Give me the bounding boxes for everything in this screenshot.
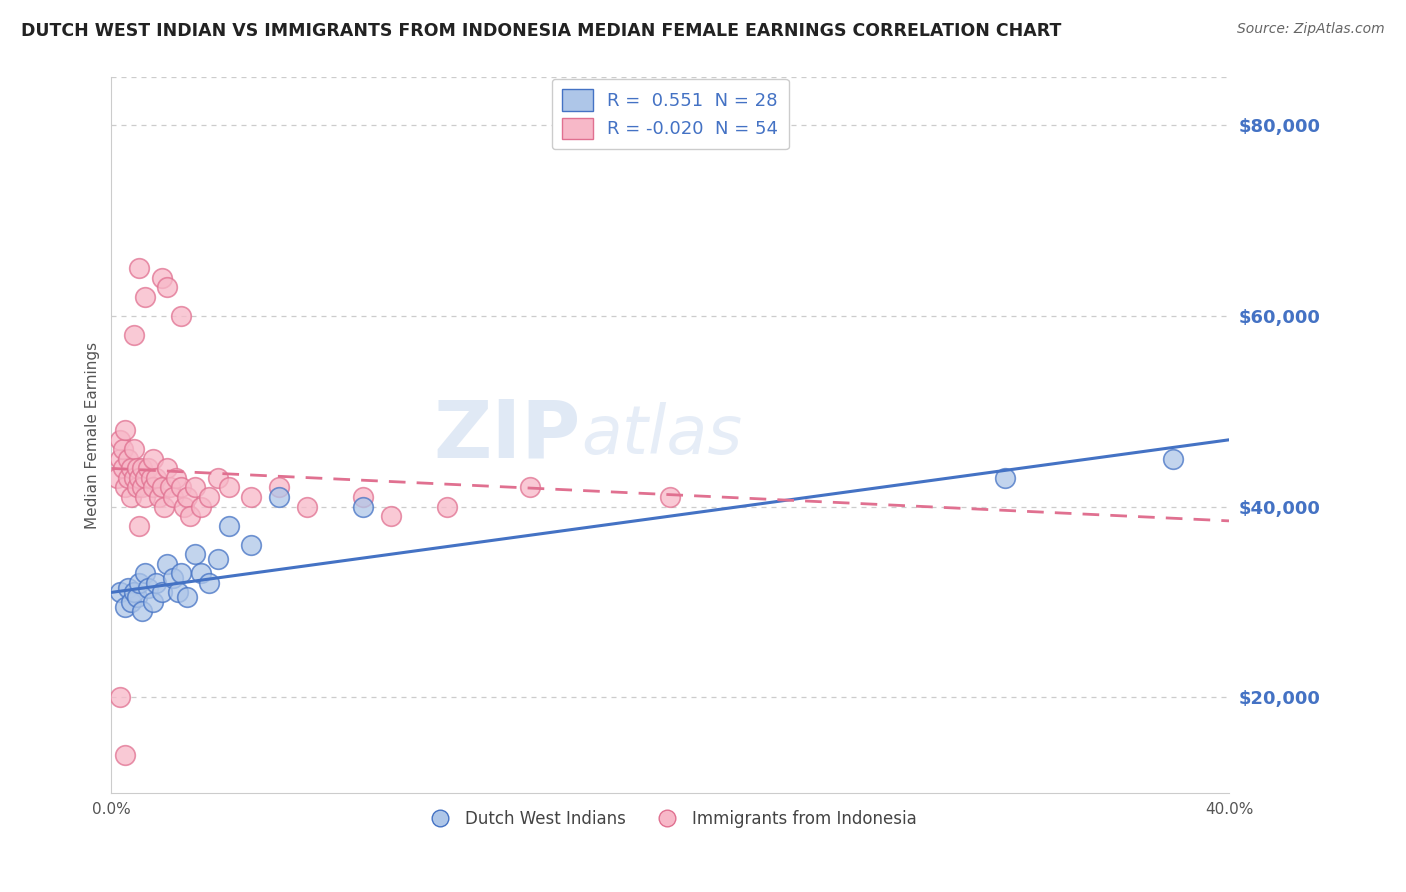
Point bbox=[145, 575, 167, 590]
Point bbox=[179, 509, 201, 524]
Point bbox=[134, 290, 156, 304]
Point bbox=[198, 490, 221, 504]
Point bbox=[240, 538, 263, 552]
Point bbox=[120, 461, 142, 475]
Point bbox=[173, 500, 195, 514]
Point bbox=[207, 552, 229, 566]
Point bbox=[176, 590, 198, 604]
Point bbox=[134, 490, 156, 504]
Point bbox=[120, 490, 142, 504]
Point bbox=[122, 327, 145, 342]
Point bbox=[142, 451, 165, 466]
Point bbox=[131, 605, 153, 619]
Point bbox=[120, 595, 142, 609]
Point bbox=[170, 566, 193, 581]
Point bbox=[218, 518, 240, 533]
Point bbox=[352, 500, 374, 514]
Point bbox=[150, 481, 173, 495]
Point bbox=[159, 481, 181, 495]
Point bbox=[125, 590, 148, 604]
Point bbox=[519, 481, 541, 495]
Point bbox=[122, 585, 145, 599]
Point bbox=[105, 471, 128, 485]
Point bbox=[117, 451, 139, 466]
Point bbox=[198, 575, 221, 590]
Point bbox=[156, 557, 179, 571]
Point bbox=[436, 500, 458, 514]
Point bbox=[153, 500, 176, 514]
Point bbox=[136, 581, 159, 595]
Text: ZIP: ZIP bbox=[433, 396, 581, 474]
Point bbox=[267, 481, 290, 495]
Point bbox=[295, 500, 318, 514]
Point bbox=[162, 490, 184, 504]
Point bbox=[114, 747, 136, 762]
Point bbox=[267, 490, 290, 504]
Point bbox=[108, 690, 131, 705]
Point bbox=[150, 585, 173, 599]
Text: DUTCH WEST INDIAN VS IMMIGRANTS FROM INDONESIA MEDIAN FEMALE EARNINGS CORRELATIO: DUTCH WEST INDIAN VS IMMIGRANTS FROM IND… bbox=[21, 22, 1062, 40]
Point bbox=[156, 280, 179, 294]
Point bbox=[131, 481, 153, 495]
Point bbox=[170, 309, 193, 323]
Point bbox=[167, 585, 190, 599]
Y-axis label: Median Female Earnings: Median Female Earnings bbox=[86, 342, 100, 529]
Point bbox=[184, 547, 207, 561]
Point bbox=[150, 270, 173, 285]
Point bbox=[114, 423, 136, 437]
Point bbox=[128, 261, 150, 276]
Point bbox=[134, 471, 156, 485]
Point bbox=[125, 481, 148, 495]
Point bbox=[139, 471, 162, 485]
Point bbox=[108, 451, 131, 466]
Point bbox=[128, 518, 150, 533]
Point bbox=[352, 490, 374, 504]
Point bbox=[659, 490, 682, 504]
Point bbox=[136, 461, 159, 475]
Point bbox=[190, 566, 212, 581]
Point bbox=[128, 575, 150, 590]
Point bbox=[148, 490, 170, 504]
Point bbox=[240, 490, 263, 504]
Point bbox=[122, 471, 145, 485]
Point bbox=[1161, 451, 1184, 466]
Point bbox=[142, 481, 165, 495]
Point bbox=[111, 442, 134, 457]
Legend: Dutch West Indians, Immigrants from Indonesia: Dutch West Indians, Immigrants from Indo… bbox=[416, 803, 924, 834]
Point bbox=[125, 461, 148, 475]
Point bbox=[170, 481, 193, 495]
Point bbox=[131, 461, 153, 475]
Point bbox=[218, 481, 240, 495]
Point bbox=[380, 509, 402, 524]
Point bbox=[134, 566, 156, 581]
Point bbox=[156, 461, 179, 475]
Text: Source: ZipAtlas.com: Source: ZipAtlas.com bbox=[1237, 22, 1385, 37]
Point bbox=[165, 471, 187, 485]
Text: atlas: atlas bbox=[581, 402, 742, 468]
Point bbox=[108, 433, 131, 447]
Point bbox=[994, 471, 1017, 485]
Point bbox=[108, 585, 131, 599]
Point bbox=[162, 571, 184, 585]
Point bbox=[176, 490, 198, 504]
Point bbox=[190, 500, 212, 514]
Point bbox=[142, 595, 165, 609]
Point bbox=[122, 442, 145, 457]
Point bbox=[184, 481, 207, 495]
Point bbox=[128, 471, 150, 485]
Point bbox=[145, 471, 167, 485]
Point bbox=[114, 599, 136, 614]
Point bbox=[117, 471, 139, 485]
Point bbox=[111, 461, 134, 475]
Point bbox=[207, 471, 229, 485]
Point bbox=[117, 581, 139, 595]
Point bbox=[114, 481, 136, 495]
